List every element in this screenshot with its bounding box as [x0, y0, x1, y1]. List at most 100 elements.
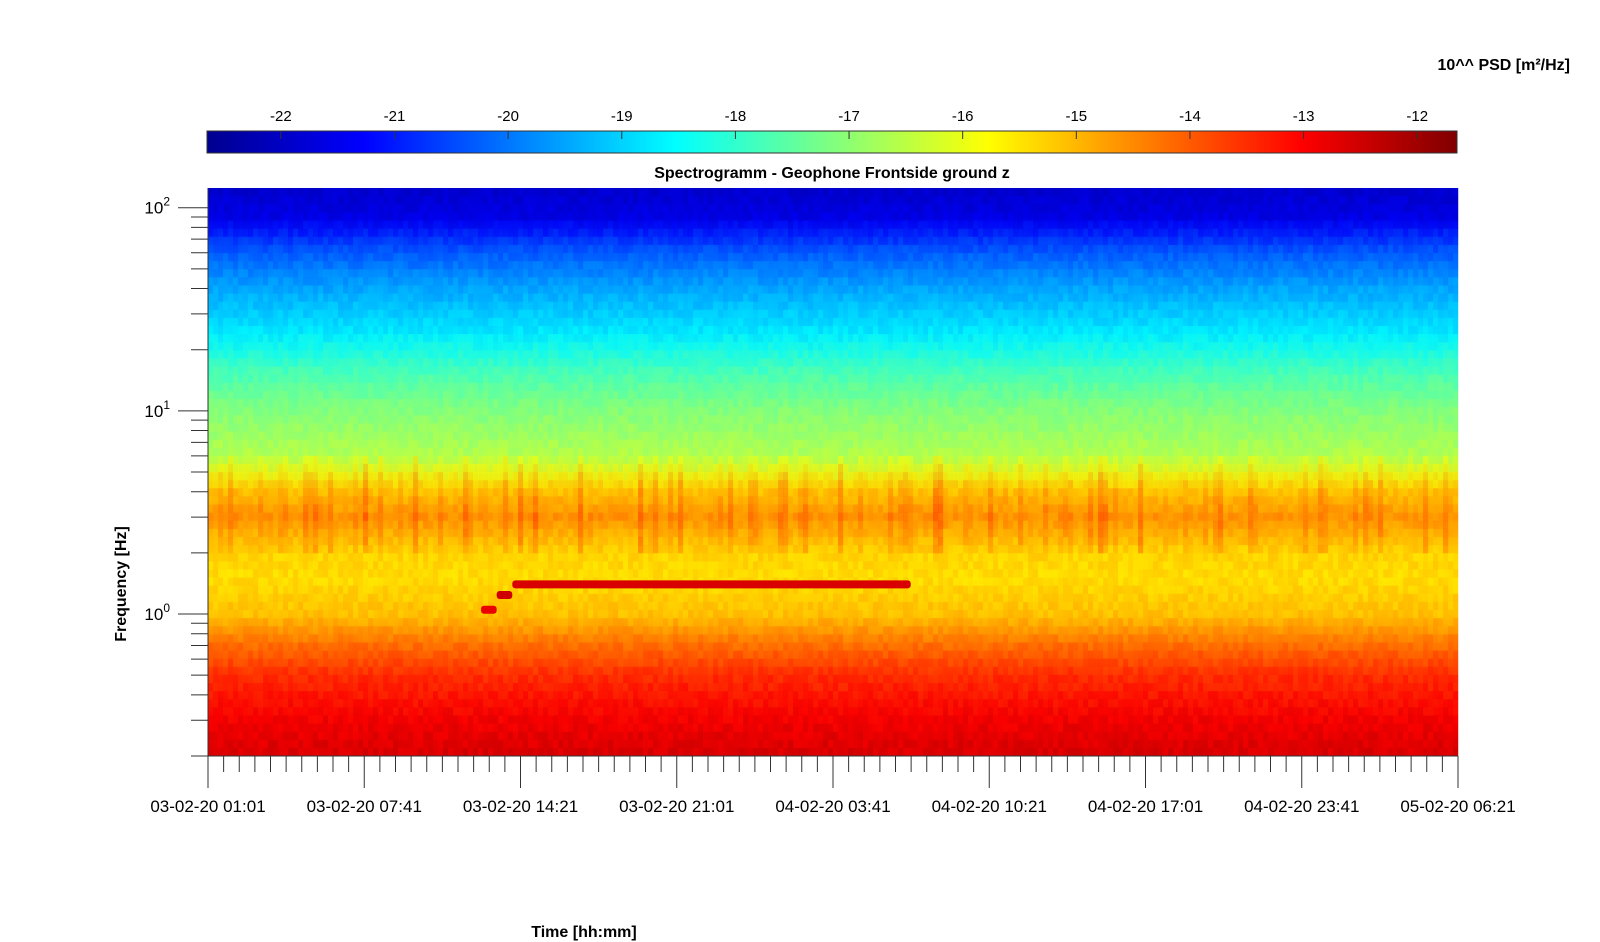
- spectrogram-cell: [333, 196, 339, 205]
- spectrogram-cell: [273, 317, 279, 327]
- spectrogram-cell: [473, 366, 479, 376]
- spectrogram-cell: [558, 301, 564, 311]
- spectrogram-cell: [353, 472, 359, 481]
- spectrogram-cell: [473, 699, 479, 708]
- spectrogram-cell: [498, 723, 504, 733]
- spectrogram-cell: [288, 642, 294, 651]
- spectrogram-cell: [553, 317, 559, 327]
- spectrogram-cell: [263, 447, 269, 457]
- spectrogram-cell: [403, 325, 409, 335]
- spectrogram-cell: [483, 244, 489, 254]
- spectrogram-cell: [308, 545, 314, 554]
- spectrogram-cell: [503, 447, 509, 457]
- spectrogram-cell: [363, 545, 369, 554]
- spectrogram-cell: [388, 626, 394, 635]
- spectrogram-cell: [313, 658, 319, 668]
- spectrogram-cell: [518, 301, 524, 311]
- spectrogram-cell: [308, 285, 314, 294]
- spectrogram-cell: [503, 228, 509, 238]
- spectrogram-cell: [243, 285, 249, 294]
- spectrogram-cell: [273, 334, 279, 343]
- spectrogram-cell: [258, 496, 264, 505]
- spectrogram-cell: [538, 682, 544, 692]
- spectrogram-cell: [438, 715, 444, 724]
- spectrogram-cell: [308, 666, 314, 676]
- spectrogram-cell: [488, 496, 494, 505]
- spectrogram-cell: [238, 423, 244, 432]
- spectrogram-cell: [348, 261, 354, 270]
- spectrogram-cell: [503, 553, 509, 562]
- spectrogram-cell: [503, 188, 509, 197]
- spectrogram-cell: [278, 423, 284, 432]
- spectrogram-cell: [388, 350, 394, 359]
- spectrogram-cell: [358, 488, 364, 497]
- spectrogram-cell: [213, 325, 219, 335]
- spectrogram-cell: [493, 244, 499, 254]
- spectrogram-cell: [398, 739, 404, 749]
- spectrogram-cell: [518, 739, 524, 749]
- spectrogram-cell: [268, 569, 274, 578]
- spectrogram-cell: [293, 463, 299, 473]
- spectrogram-cell: [538, 618, 544, 627]
- spectrogram-cell: [358, 407, 364, 416]
- spectrogram-cell: [263, 204, 269, 213]
- spectrogram-cell: [308, 269, 314, 278]
- spectrogram-cell: [323, 220, 329, 229]
- spectrogram-cell: [463, 350, 469, 359]
- spectrogram-cell: [483, 455, 489, 465]
- spectrogram-cell: [233, 626, 239, 635]
- spectrogram-cell: [413, 382, 419, 392]
- spectrogram-cell: [503, 472, 509, 481]
- spectrogram-cell: [443, 577, 449, 586]
- spectrogram-cell: [423, 366, 429, 376]
- spectrogram-cell: [498, 569, 504, 578]
- spectrogram-cell: [298, 366, 304, 376]
- spectrogram-cell: [218, 244, 224, 254]
- spectrogram-cell: [348, 488, 354, 497]
- spectrogram-cell: [498, 601, 504, 611]
- spectrogram-cell: [368, 293, 374, 302]
- spectrogram-cell: [513, 350, 519, 359]
- spectrogram-cell: [488, 561, 494, 570]
- spectrogram-cell: [448, 390, 454, 400]
- spectrogram-cell: [483, 350, 489, 359]
- spectrogram-cell: [513, 431, 519, 440]
- spectrogram-cell: [303, 366, 309, 376]
- spectrogram-cell: [223, 277, 229, 286]
- spectrogram-cell: [468, 398, 474, 408]
- spectrogram-cell: [423, 496, 429, 505]
- spectrogram-cell: [393, 707, 399, 716]
- spectrogram-cell: [493, 252, 499, 262]
- spectrogram-cell: [273, 691, 279, 700]
- spectrogram-cell: [403, 285, 409, 294]
- spectrogram-cell: [468, 407, 474, 416]
- spectrogram-cell: [298, 293, 304, 302]
- spectrogram-cell: [333, 261, 339, 270]
- spectrogram-cell: [218, 317, 224, 327]
- spectrogram-cell: [453, 480, 459, 489]
- spectrogram-cell: [508, 472, 514, 481]
- spectrogram-cell: [313, 618, 319, 627]
- spectrogram-cell: [543, 350, 549, 359]
- spectrogram-cell: [523, 593, 529, 603]
- spectrogram-cell: [223, 545, 229, 554]
- spectrogram-cell: [438, 520, 444, 530]
- spectrogram-cell: [323, 334, 329, 343]
- spectrogram-cell: [468, 325, 474, 335]
- spectrogram-cell: [428, 496, 434, 505]
- spectrogram-cell: [318, 293, 324, 302]
- spectrogram-cell: [518, 561, 524, 570]
- spectrogram-cell: [498, 634, 504, 643]
- spectrogram-cell: [318, 390, 324, 400]
- spectrogram-cell: [458, 496, 464, 505]
- spectrogram-cell: [418, 447, 424, 457]
- spectrogram-cell: [243, 691, 249, 700]
- spectrogram-cell: [323, 593, 329, 603]
- spectrogram-cell: [348, 252, 354, 262]
- spectrogram-cell: [433, 601, 439, 611]
- spectrogram-cell: [268, 626, 274, 635]
- spectrogram-cell: [423, 390, 429, 400]
- spectrogram-cell: [373, 447, 379, 457]
- spectrogram-cell: [453, 317, 459, 327]
- spectrogram-cell: [528, 658, 534, 668]
